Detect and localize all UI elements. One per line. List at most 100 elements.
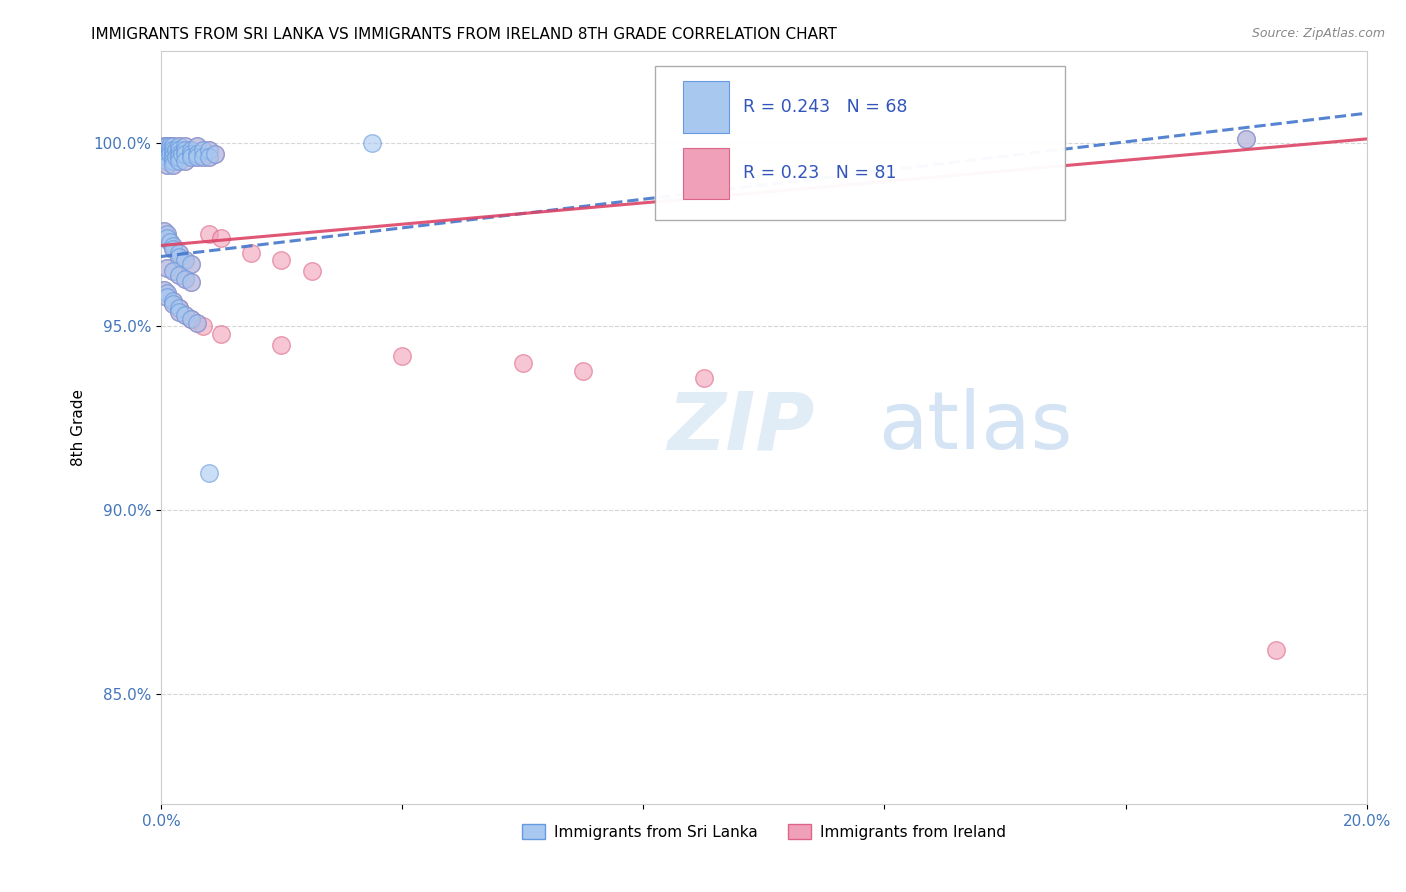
Point [156, 227, 179, 242]
Point [186, 150, 208, 164]
Text: R = 0.23   N = 81: R = 0.23 N = 81 [744, 164, 897, 182]
Point [270, 253, 292, 268]
Point [162, 153, 184, 168]
Point [240, 245, 263, 260]
Legend: Immigrants from Sri Lanka, Immigrants from Ireland: Immigrants from Sri Lanka, Immigrants fr… [516, 818, 1012, 846]
Point [156, 158, 179, 172]
Point [162, 150, 184, 164]
Point [156, 150, 179, 164]
Point [191, 150, 214, 164]
Point [174, 253, 197, 268]
Point [165, 143, 187, 157]
Point [167, 153, 190, 168]
Point [167, 139, 190, 153]
Point [186, 146, 208, 161]
Text: R = 0.243   N = 68: R = 0.243 N = 68 [744, 98, 908, 116]
Point [162, 146, 184, 161]
Point [167, 301, 190, 315]
Point [174, 146, 197, 161]
Point [174, 153, 197, 168]
Point [162, 153, 184, 168]
Point [209, 231, 232, 245]
Point [180, 275, 202, 289]
Point [186, 146, 208, 161]
Point [186, 316, 208, 330]
Point [162, 297, 184, 311]
Point [156, 286, 179, 301]
Point [167, 153, 190, 168]
Point [162, 238, 184, 252]
Point [162, 158, 184, 172]
Point [180, 150, 202, 164]
Point [174, 139, 197, 153]
Text: atlas: atlas [879, 389, 1073, 467]
Point [162, 297, 184, 311]
Point [153, 283, 176, 297]
Point [198, 227, 221, 242]
Point [170, 146, 193, 161]
Point [270, 338, 292, 352]
Point [174, 271, 197, 285]
Point [180, 312, 202, 326]
FancyBboxPatch shape [655, 66, 1066, 220]
Point [167, 250, 190, 264]
Point [153, 139, 176, 153]
Point [162, 139, 184, 153]
Point [156, 290, 179, 304]
Point [159, 143, 181, 157]
Point [156, 139, 179, 153]
Point [174, 271, 197, 285]
Point [167, 304, 190, 318]
Point [174, 309, 197, 323]
Point [191, 150, 214, 164]
Point [162, 242, 184, 256]
Point [191, 143, 214, 157]
Point [180, 312, 202, 326]
Point [191, 143, 214, 157]
Point [156, 150, 179, 164]
Y-axis label: 8th Grade: 8th Grade [72, 389, 86, 466]
Point [180, 257, 202, 271]
Point [165, 150, 187, 164]
Point [198, 150, 221, 164]
Point [156, 260, 179, 275]
Point [153, 224, 176, 238]
Point [156, 231, 179, 245]
Point [174, 309, 197, 323]
Point [174, 146, 197, 161]
Point [167, 301, 190, 315]
Point [156, 153, 179, 168]
Point [572, 363, 595, 377]
Point [180, 312, 202, 326]
Point [162, 264, 184, 278]
Point [301, 264, 323, 278]
Point [167, 150, 190, 164]
Point [198, 467, 221, 481]
Point [167, 250, 190, 264]
Point [162, 146, 184, 161]
Point [153, 224, 176, 238]
Point [159, 143, 181, 157]
Point [159, 139, 181, 153]
Point [165, 143, 187, 157]
Point [156, 143, 179, 157]
Point [162, 143, 184, 157]
Point [180, 146, 202, 161]
Point [167, 301, 190, 315]
Point [156, 143, 179, 157]
Point [156, 158, 179, 172]
Point [162, 238, 184, 252]
Point [162, 293, 184, 308]
Point [159, 235, 181, 249]
Point [167, 245, 190, 260]
Point [159, 139, 181, 153]
Point [174, 143, 197, 157]
Point [361, 136, 384, 150]
Point [153, 139, 176, 153]
Point [209, 326, 232, 341]
Text: Source: ZipAtlas.com: Source: ZipAtlas.com [1251, 27, 1385, 40]
Point [156, 150, 179, 164]
Point [174, 143, 197, 157]
Point [167, 268, 190, 282]
Point [167, 150, 190, 164]
